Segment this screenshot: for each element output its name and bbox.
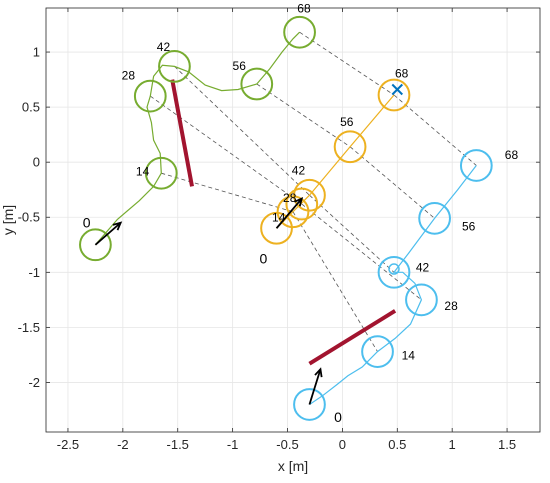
x-tick-label: -2 (117, 437, 129, 452)
step-label: 14 (272, 211, 286, 225)
dashed-link (256, 83, 351, 148)
step-label: 0 (259, 251, 267, 267)
robot-circle (418, 201, 451, 235)
x-tick-label: 1.5 (498, 437, 516, 452)
x-tick-label: -0.5 (276, 437, 298, 452)
dashed-link (299, 31, 395, 96)
robot-circle (377, 255, 411, 289)
robot-circle (293, 388, 326, 421)
step-label: 42 (157, 40, 171, 54)
step-label: 28 (283, 191, 297, 205)
step-label: 42 (416, 260, 430, 274)
robot-circle (405, 283, 438, 317)
dashed-link (174, 66, 310, 196)
special-markers (388, 83, 403, 275)
step-labels: 0 14 28 42 56 68 0 14 28 42 56 68 0 14 28 42 56 68 (83, 2, 519, 426)
step-label: 14 (136, 164, 150, 178)
y-tick-label: -2 (28, 375, 40, 390)
small-circle-marker (388, 263, 400, 275)
y-tick-label: -1 (28, 265, 40, 280)
step-label: 28 (122, 69, 136, 83)
robot-circle (459, 149, 493, 182)
robot-circle (79, 228, 112, 262)
trajectory-path-0 (94, 31, 301, 246)
step-label: 68 (297, 2, 311, 16)
grid-lines (46, 8, 540, 432)
step-label: 42 (292, 163, 306, 177)
wall-obstacles (170, 79, 397, 366)
robot-circle (260, 211, 293, 245)
heading-arrow-shaft (94, 222, 122, 246)
robot-circle (158, 49, 191, 83)
goal-x-marker (391, 83, 403, 96)
robot-circle (283, 15, 316, 49)
x-tick-label: -1 (227, 437, 239, 452)
step-label: 0 (334, 409, 342, 425)
robot-circle (361, 335, 394, 368)
robot-circle (133, 79, 167, 113)
robot-circle (240, 67, 274, 101)
heading-arrows (94, 196, 323, 405)
step-label: 56 (462, 220, 476, 234)
dashed-link (150, 95, 303, 205)
heading-arrow-head (314, 367, 323, 378)
dashed-link (161, 172, 294, 213)
y-tick-label: 1 (33, 45, 40, 60)
x-tick-label: 1 (449, 437, 456, 452)
axis-ticks: -2.5 -2 -1.5 -1 -0.5 0 0.5 1 1.5 -2 -1.5 -1 -0.5 0 0.5… (18, 8, 540, 452)
y-tick-label: 0 (33, 155, 40, 170)
heading-arrow-head (294, 196, 304, 207)
y-tick-label: -0.5 (18, 210, 40, 225)
trajectory-path-2 (309, 165, 477, 405)
wall-obstacle (308, 309, 397, 366)
robot-circle (144, 156, 178, 190)
dashed-link (309, 194, 395, 273)
x-tick-label: -1.5 (167, 437, 189, 452)
x-tick-label: 0.5 (388, 437, 406, 452)
dashed-link (301, 203, 422, 301)
heading-arrow-head (112, 221, 123, 231)
step-label: 56 (233, 59, 247, 73)
step-label: 68 (505, 148, 519, 162)
robot-snapshots (79, 15, 493, 421)
robot-circle (293, 178, 326, 212)
robot-circle (276, 195, 310, 229)
y-tick-label: -1.5 (18, 320, 40, 335)
x-tick-label: -2.5 (57, 437, 79, 452)
step-label: 14 (402, 348, 416, 362)
robot-circle (377, 78, 411, 112)
x-tick-label: 0 (339, 437, 346, 452)
x-axis-label: x [m] (278, 458, 308, 474)
robot-circle (333, 130, 367, 164)
step-label: 56 (340, 115, 354, 129)
robot-circle (285, 187, 319, 221)
step-label: 0 (83, 214, 91, 230)
heading-arrow-shaft (275, 197, 303, 229)
dashed-link (349, 146, 435, 219)
axes-background (45, 7, 541, 433)
step-label: 68 (395, 66, 409, 80)
wall-obstacle (170, 79, 194, 187)
y-axis-label: y [m] (0, 205, 16, 235)
heading-arrow-shaft (308, 368, 322, 405)
step-label: 28 (444, 299, 458, 313)
y-tick-label: 0.5 (22, 100, 40, 115)
